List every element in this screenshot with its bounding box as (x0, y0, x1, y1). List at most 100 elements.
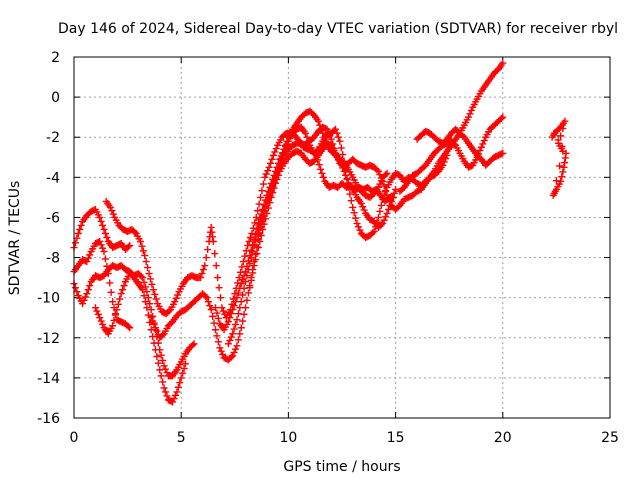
data-point (149, 317, 157, 325)
y-tick-label: -6 (46, 210, 60, 226)
data-point (244, 266, 252, 274)
data-point (230, 302, 238, 310)
data-point (237, 324, 245, 332)
x-tick-label: 20 (494, 430, 512, 446)
data-point (170, 395, 178, 403)
data-point (173, 388, 181, 396)
data-point (260, 220, 268, 228)
data-point (96, 238, 104, 246)
data-point (224, 318, 232, 326)
data-point (229, 306, 237, 314)
data-point (332, 125, 340, 133)
data-point (344, 183, 352, 191)
data-point (236, 330, 244, 338)
data-point (350, 209, 358, 217)
data-point (557, 132, 565, 140)
data-point (226, 314, 234, 322)
data-point (561, 159, 569, 167)
data-point (96, 314, 104, 322)
data-point (181, 360, 189, 368)
data-point (269, 151, 277, 159)
data-point (139, 286, 147, 294)
data-point (558, 143, 566, 151)
data-point (227, 333, 235, 341)
data-point (99, 221, 107, 229)
data-point (198, 270, 206, 278)
data-point (215, 284, 223, 292)
data-point (211, 250, 219, 258)
data-point (209, 233, 217, 241)
data-point (354, 223, 362, 231)
data-point (147, 306, 155, 314)
data-point (157, 372, 165, 380)
data-point (141, 298, 149, 306)
data-point (252, 236, 260, 244)
data-point (303, 133, 311, 141)
data-point (315, 161, 323, 169)
y-axis-label: SDTVAR / TECUs (7, 181, 23, 296)
data-point (77, 221, 85, 229)
data-point (219, 307, 227, 315)
data-point (327, 135, 335, 143)
data-point (384, 195, 392, 203)
data-point (246, 284, 254, 292)
data-point (219, 350, 227, 358)
data-point (246, 260, 254, 268)
data-point (556, 162, 564, 170)
data-point (143, 304, 151, 312)
data-point (174, 291, 182, 299)
data-point (153, 352, 161, 360)
data-point (97, 241, 105, 249)
data-point (218, 304, 226, 312)
data-point (227, 353, 235, 361)
data-point (100, 225, 108, 233)
data-point (273, 175, 281, 183)
data-point (207, 306, 215, 314)
data-point (131, 228, 139, 236)
data-point (356, 226, 364, 234)
data-point (247, 246, 255, 254)
data-point (111, 311, 119, 319)
data-point (117, 290, 125, 298)
data-point (319, 173, 327, 181)
data-point (99, 244, 107, 252)
data-point (199, 266, 207, 274)
data-point (97, 217, 105, 225)
data-point (302, 129, 310, 137)
data-point (269, 189, 277, 197)
data-point (202, 254, 210, 262)
data-point (110, 316, 118, 324)
data-point (212, 326, 220, 334)
data-point (380, 182, 388, 190)
data-point (190, 340, 198, 348)
data-point (126, 324, 134, 332)
data-point (76, 225, 84, 233)
y-tick-label: -8 (46, 251, 60, 267)
data-point (84, 254, 92, 262)
data-point (94, 310, 102, 318)
data-point (258, 187, 266, 195)
y-tick-label: -4 (46, 170, 60, 186)
data-point (261, 173, 269, 181)
y-tick-label: 0 (51, 90, 60, 106)
data-point (99, 320, 107, 328)
data-point (233, 342, 241, 350)
data-point (333, 129, 341, 137)
data-point (274, 171, 282, 179)
data-point (86, 282, 94, 290)
data-point (204, 246, 212, 254)
y-tick-label: -12 (37, 331, 60, 347)
data-point (147, 314, 155, 322)
data-point (382, 187, 390, 195)
data-series (396, 113, 507, 195)
data-point (376, 207, 384, 215)
data-point (237, 280, 245, 288)
data-point (71, 239, 79, 247)
data-point (373, 166, 381, 174)
data-point (196, 274, 204, 282)
data-point (267, 159, 275, 167)
plot-frame (73, 56, 611, 419)
data-point (144, 264, 152, 272)
data-point (559, 168, 567, 176)
data-point (113, 306, 121, 314)
